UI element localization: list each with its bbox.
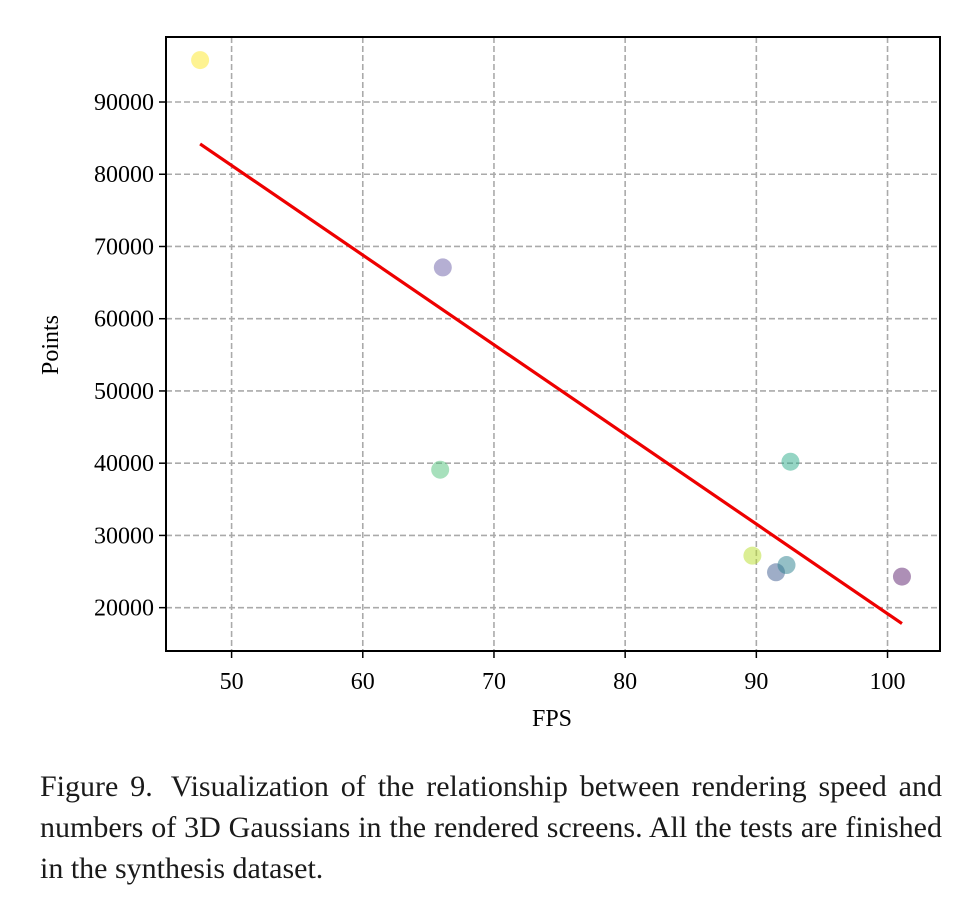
y-tick-label-3: 50000 <box>94 379 154 405</box>
x-tick-label-4: 90 <box>744 669 768 695</box>
data-point-7 <box>892 567 911 586</box>
y-tick-label-0: 20000 <box>94 596 154 622</box>
x-tick-label-0: 50 <box>220 669 244 695</box>
data-point-1 <box>433 258 452 277</box>
y-axis-label: Points <box>38 315 64 375</box>
data-points <box>191 51 911 586</box>
x-axis-ticks: 50 60 70 80 90 100 <box>220 651 906 695</box>
figure-number: Figure 9. <box>40 770 153 803</box>
plot-frame <box>165 36 941 652</box>
data-point-2 <box>431 460 450 479</box>
y-tick-label-5: 70000 <box>94 234 154 260</box>
scatter-chart: 50 60 70 80 90 100 20000 30000 40000 50000 60000 7… <box>38 36 941 732</box>
x-tick-label-2: 70 <box>482 669 506 695</box>
y-tick-label-1: 30000 <box>94 523 154 549</box>
data-point-4 <box>743 546 762 565</box>
fit-line-layer <box>199 142 903 625</box>
data-point-3 <box>781 452 800 471</box>
y-tick-label-2: 40000 <box>94 451 154 477</box>
y-tick-label-4: 60000 <box>94 307 154 333</box>
data-point-0 <box>191 51 210 70</box>
x-axis-label: FPS <box>532 706 572 732</box>
data-point-6 <box>777 556 796 575</box>
x-tick-label-3: 80 <box>613 669 637 695</box>
caption-text: Visualization of the relationship betwee… <box>40 770 942 885</box>
y-axis-ticks: 20000 30000 40000 50000 60000 70000 80000 90000 <box>94 90 166 622</box>
regression-line <box>199 142 903 625</box>
figure-caption: Figure 9. Visualization of the relationsh… <box>40 766 942 889</box>
y-tick-label-7: 90000 <box>94 90 154 116</box>
grid-lines <box>166 37 940 651</box>
x-tick-label-5: 100 <box>870 669 906 695</box>
x-tick-label-1: 60 <box>351 669 375 695</box>
y-tick-label-6: 80000 <box>94 162 154 188</box>
